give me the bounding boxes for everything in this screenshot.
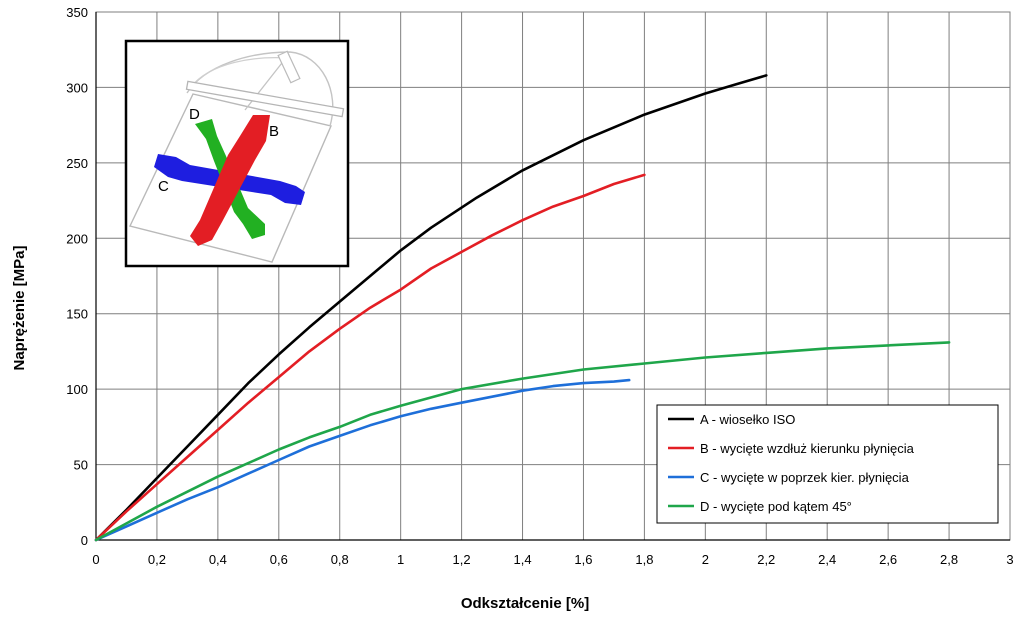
x-tick-label: 1,2: [453, 552, 471, 567]
y-tick-label: 150: [66, 307, 88, 322]
x-tick-label: 2,4: [818, 552, 836, 567]
series-line-b: [94, 173, 646, 542]
specimen-b-red: [190, 115, 270, 246]
specimen-label-b: B: [269, 123, 279, 140]
runner-bar: [185, 80, 345, 118]
series-line-a: [94, 74, 768, 542]
specimen-label-d: D: [189, 106, 200, 123]
specimen-label-c: C: [158, 178, 169, 195]
x-tick-label: 2,6: [879, 552, 897, 567]
y-tick-labels: 0 50 100 150 200 250 300 350: [66, 5, 88, 548]
legend-entry: B - wycięte wzdłuż kierunku płynięcia: [700, 441, 915, 456]
y-tick-label: 50: [74, 458, 88, 473]
x-axis-label: Odkształcenie [%]: [461, 595, 589, 612]
y-axis-label: Naprężenie [MPa]: [11, 245, 28, 370]
x-tick-label: 1,6: [574, 552, 592, 567]
y-tick-label: 0: [81, 533, 88, 548]
x-tick-labels: 0 0,2 0,4 0,6 0,8 1 1,2 1,4 1,6 1,8 2 2,2 2,4 2,6 2,8 3: [92, 552, 1013, 567]
legend: A - wiosełko ISO B - wycięte wzdłuż kieru…: [656, 404, 999, 524]
y-tick-label: 100: [66, 382, 88, 397]
legend-entry: C - wycięte w poprzek kier. płynięcia: [700, 470, 910, 485]
series-line-d: [94, 341, 951, 542]
x-tick-label: 1,8: [635, 552, 653, 567]
y-tick-label: 200: [66, 231, 88, 246]
sprue-gate: [277, 50, 301, 84]
legend-box: [656, 404, 999, 524]
legend-entry: D - wycięte pod kątem 45°: [700, 499, 852, 514]
x-tick-label: 2,2: [757, 552, 775, 567]
x-tick-label: 0,4: [209, 552, 227, 567]
x-tick-label: 0,6: [270, 552, 288, 567]
legend-entry: A - wiosełko ISO: [700, 412, 795, 427]
series-line-c: [94, 378, 631, 542]
y-tick-label: 350: [66, 5, 88, 20]
y-tick-label: 250: [66, 156, 88, 171]
sprue-arc: [189, 57, 289, 89]
x-tick-label: 3: [1006, 552, 1013, 567]
x-tick-label: 2,8: [940, 552, 958, 567]
x-tick-label: 0,8: [331, 552, 349, 567]
specimen-orientation-inset: D B C: [124, 39, 350, 268]
y-tick-label: 300: [66, 80, 88, 95]
series-lines: [94, 74, 951, 542]
x-tick-label: 1: [397, 552, 404, 567]
x-tick-label: 1,4: [513, 552, 531, 567]
plot-frame: [95, 11, 1011, 541]
x-tick-label: 0,2: [148, 552, 166, 567]
x-tick-label: 2: [702, 552, 709, 567]
x-tick-label: 0: [92, 552, 99, 567]
